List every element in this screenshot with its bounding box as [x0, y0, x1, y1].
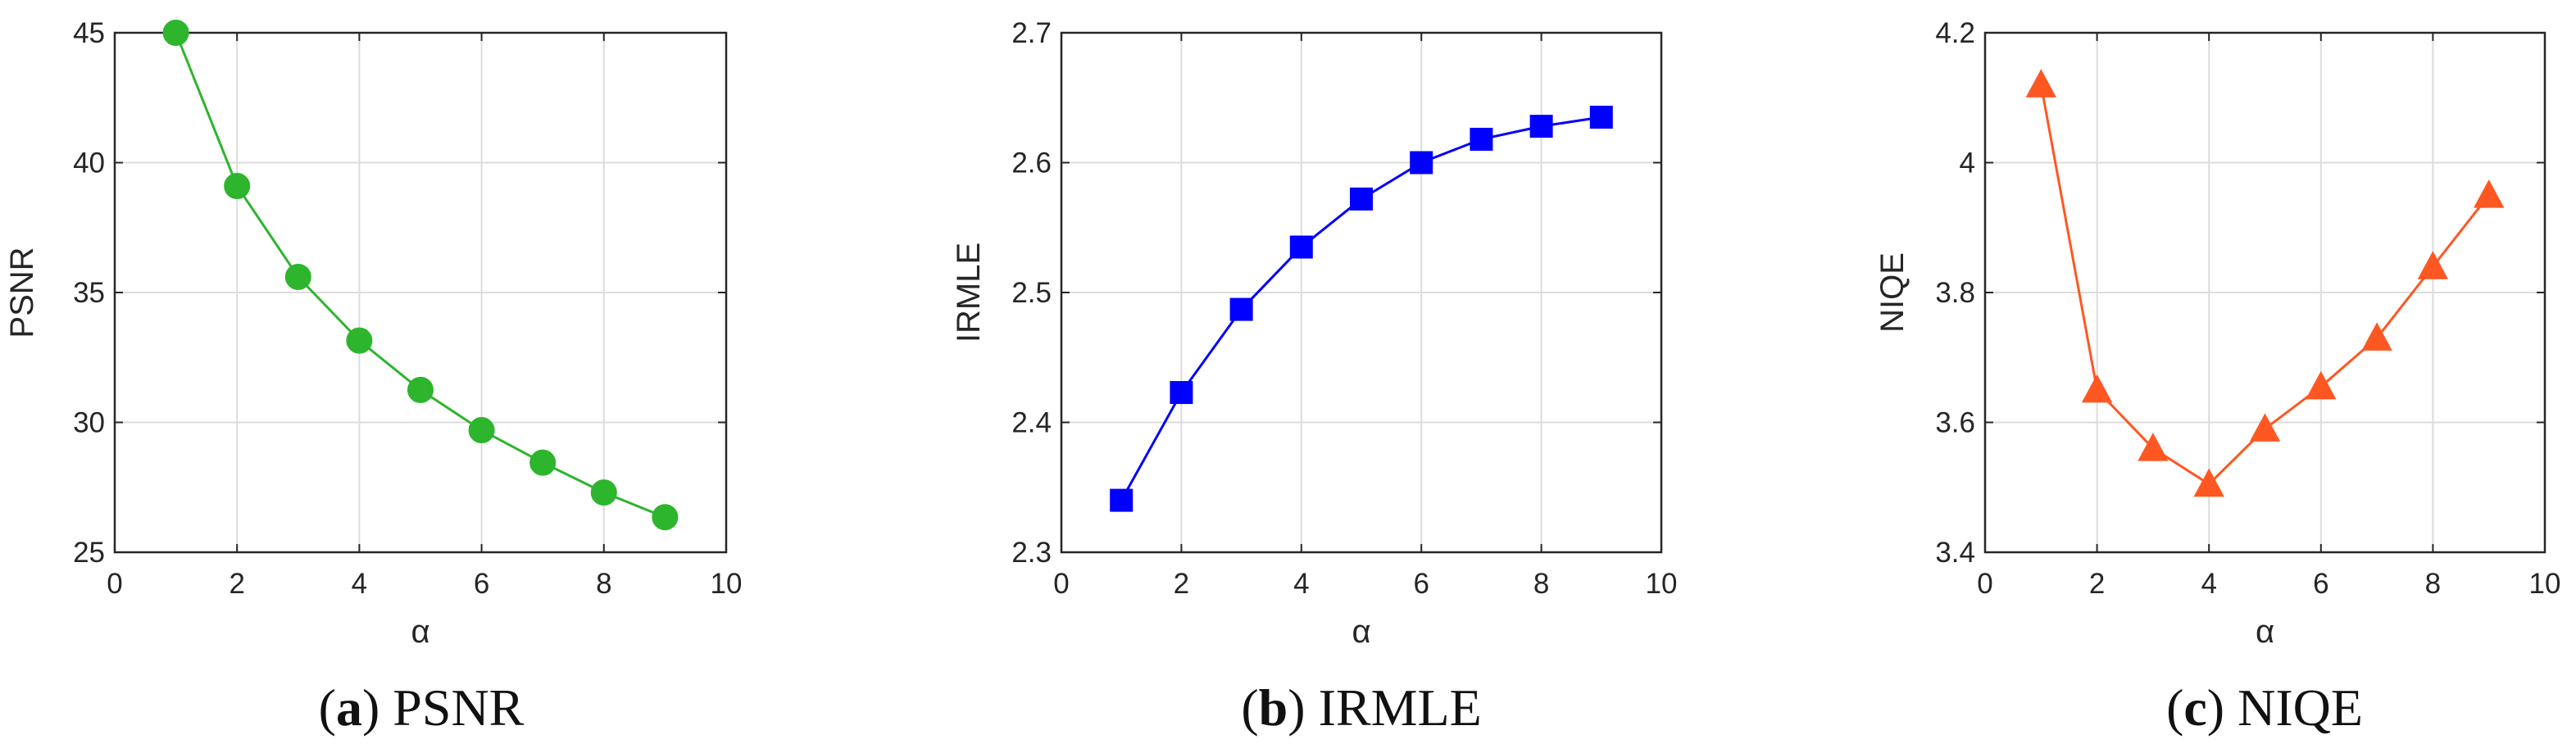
y-tick-label: 4 — [1960, 147, 1975, 179]
x-tick-label: 10 — [711, 568, 743, 600]
caption-label: c — [2183, 678, 2206, 737]
y-tick-label: 2.3 — [1011, 537, 1052, 569]
y-tick-label: 4.2 — [1935, 17, 1975, 49]
data-point — [468, 417, 495, 444]
data-point — [2361, 322, 2392, 351]
data-point — [529, 449, 557, 476]
y-tick-label: 25 — [73, 537, 105, 569]
y-tick-label: 35 — [73, 277, 105, 309]
x-tick-label: 0 — [1053, 568, 1069, 600]
x-tick-label: 6 — [1413, 568, 1429, 600]
x-tick-label: 8 — [596, 568, 611, 600]
panel-caption: (b) IRMLE — [1241, 678, 1481, 737]
y-axis-label: NIQE — [1874, 252, 1910, 333]
data-point — [590, 479, 617, 506]
axes-box — [1983, 31, 2546, 554]
y-tick-label: 2.4 — [1011, 407, 1052, 439]
data-point — [2025, 69, 2056, 98]
y-tick-label: 40 — [73, 147, 105, 179]
x-tick-label: 0 — [1977, 568, 1992, 600]
y-tick-label: 2.6 — [1011, 147, 1052, 179]
y-tick-label: 3.6 — [1935, 407, 1975, 439]
data-point — [1110, 488, 1134, 512]
caption-text: PSNR — [379, 678, 524, 737]
series-line — [1120, 116, 1602, 501]
x-tick-label: 2 — [229, 568, 244, 600]
data-point — [162, 20, 189, 46]
data-point — [1170, 381, 1193, 405]
data-point — [1410, 151, 1433, 175]
data-point — [2193, 468, 2224, 497]
data-point — [1350, 187, 1373, 211]
y-tick-label: 30 — [73, 407, 105, 439]
caption-text: IRMLE — [1306, 678, 1482, 737]
x-axis-label: α — [2256, 614, 2274, 650]
x-tick-label: 4 — [1293, 568, 1309, 600]
panel-caption: (c) NIQE — [2166, 678, 2363, 737]
data-point — [2474, 179, 2505, 208]
y-tick-label: 45 — [73, 17, 105, 49]
data-point — [1589, 106, 1613, 129]
axes-box — [113, 31, 728, 554]
x-tick-label: 8 — [2425, 568, 2441, 600]
data-point — [346, 327, 373, 354]
data-point — [224, 173, 251, 200]
data-point — [2306, 370, 2337, 400]
x-tick-label: 8 — [1533, 568, 1549, 600]
x-tick-label: 4 — [352, 568, 367, 600]
caption-text: NIQE — [2224, 678, 2363, 737]
caption-close-paren: ) — [362, 678, 379, 737]
axes-box — [1060, 31, 1663, 554]
x-tick-label: 6 — [2313, 568, 2328, 600]
x-tick-label: 10 — [1646, 568, 1678, 600]
x-axis-label: α — [1352, 614, 1370, 650]
panel-caption: (a) PSNR — [319, 678, 525, 737]
data-point — [2417, 251, 2449, 279]
data-point — [2249, 413, 2281, 442]
y-tick-label: 2.5 — [1011, 277, 1052, 309]
caption-label: a — [336, 678, 362, 737]
data-point — [2138, 433, 2169, 461]
data-point — [1470, 127, 1493, 151]
caption-open-paren: ( — [319, 678, 336, 737]
data-point — [1529, 115, 1553, 138]
x-axis-label: α — [411, 614, 429, 650]
data-point — [652, 504, 679, 531]
y-axis-label: IRMLE — [951, 243, 987, 342]
x-tick-label: 0 — [107, 568, 122, 600]
data-point — [407, 376, 434, 403]
x-tick-label: 6 — [474, 568, 489, 600]
data-point — [1289, 235, 1313, 259]
y-tick-label: 3.8 — [1935, 277, 1975, 309]
data-point — [2081, 374, 2113, 403]
caption-open-paren: ( — [1241, 678, 1258, 737]
y-tick-label: 2.7 — [1011, 17, 1052, 49]
caption-close-paren: ) — [2207, 678, 2224, 737]
y-axis-label: PSNR — [4, 247, 40, 338]
x-tick-label: 10 — [2529, 568, 2561, 600]
x-tick-label: 2 — [1174, 568, 1189, 600]
series-line — [175, 32, 666, 519]
y-tick-label: 3.4 — [1935, 537, 1975, 569]
caption-open-paren: ( — [2166, 678, 2183, 737]
caption-close-paren: ) — [1288, 678, 1305, 737]
data-point — [284, 263, 311, 290]
x-tick-label: 4 — [2201, 568, 2216, 600]
x-tick-label: 2 — [2089, 568, 2105, 600]
caption-label: b — [1259, 678, 1288, 737]
data-point — [1229, 297, 1253, 321]
